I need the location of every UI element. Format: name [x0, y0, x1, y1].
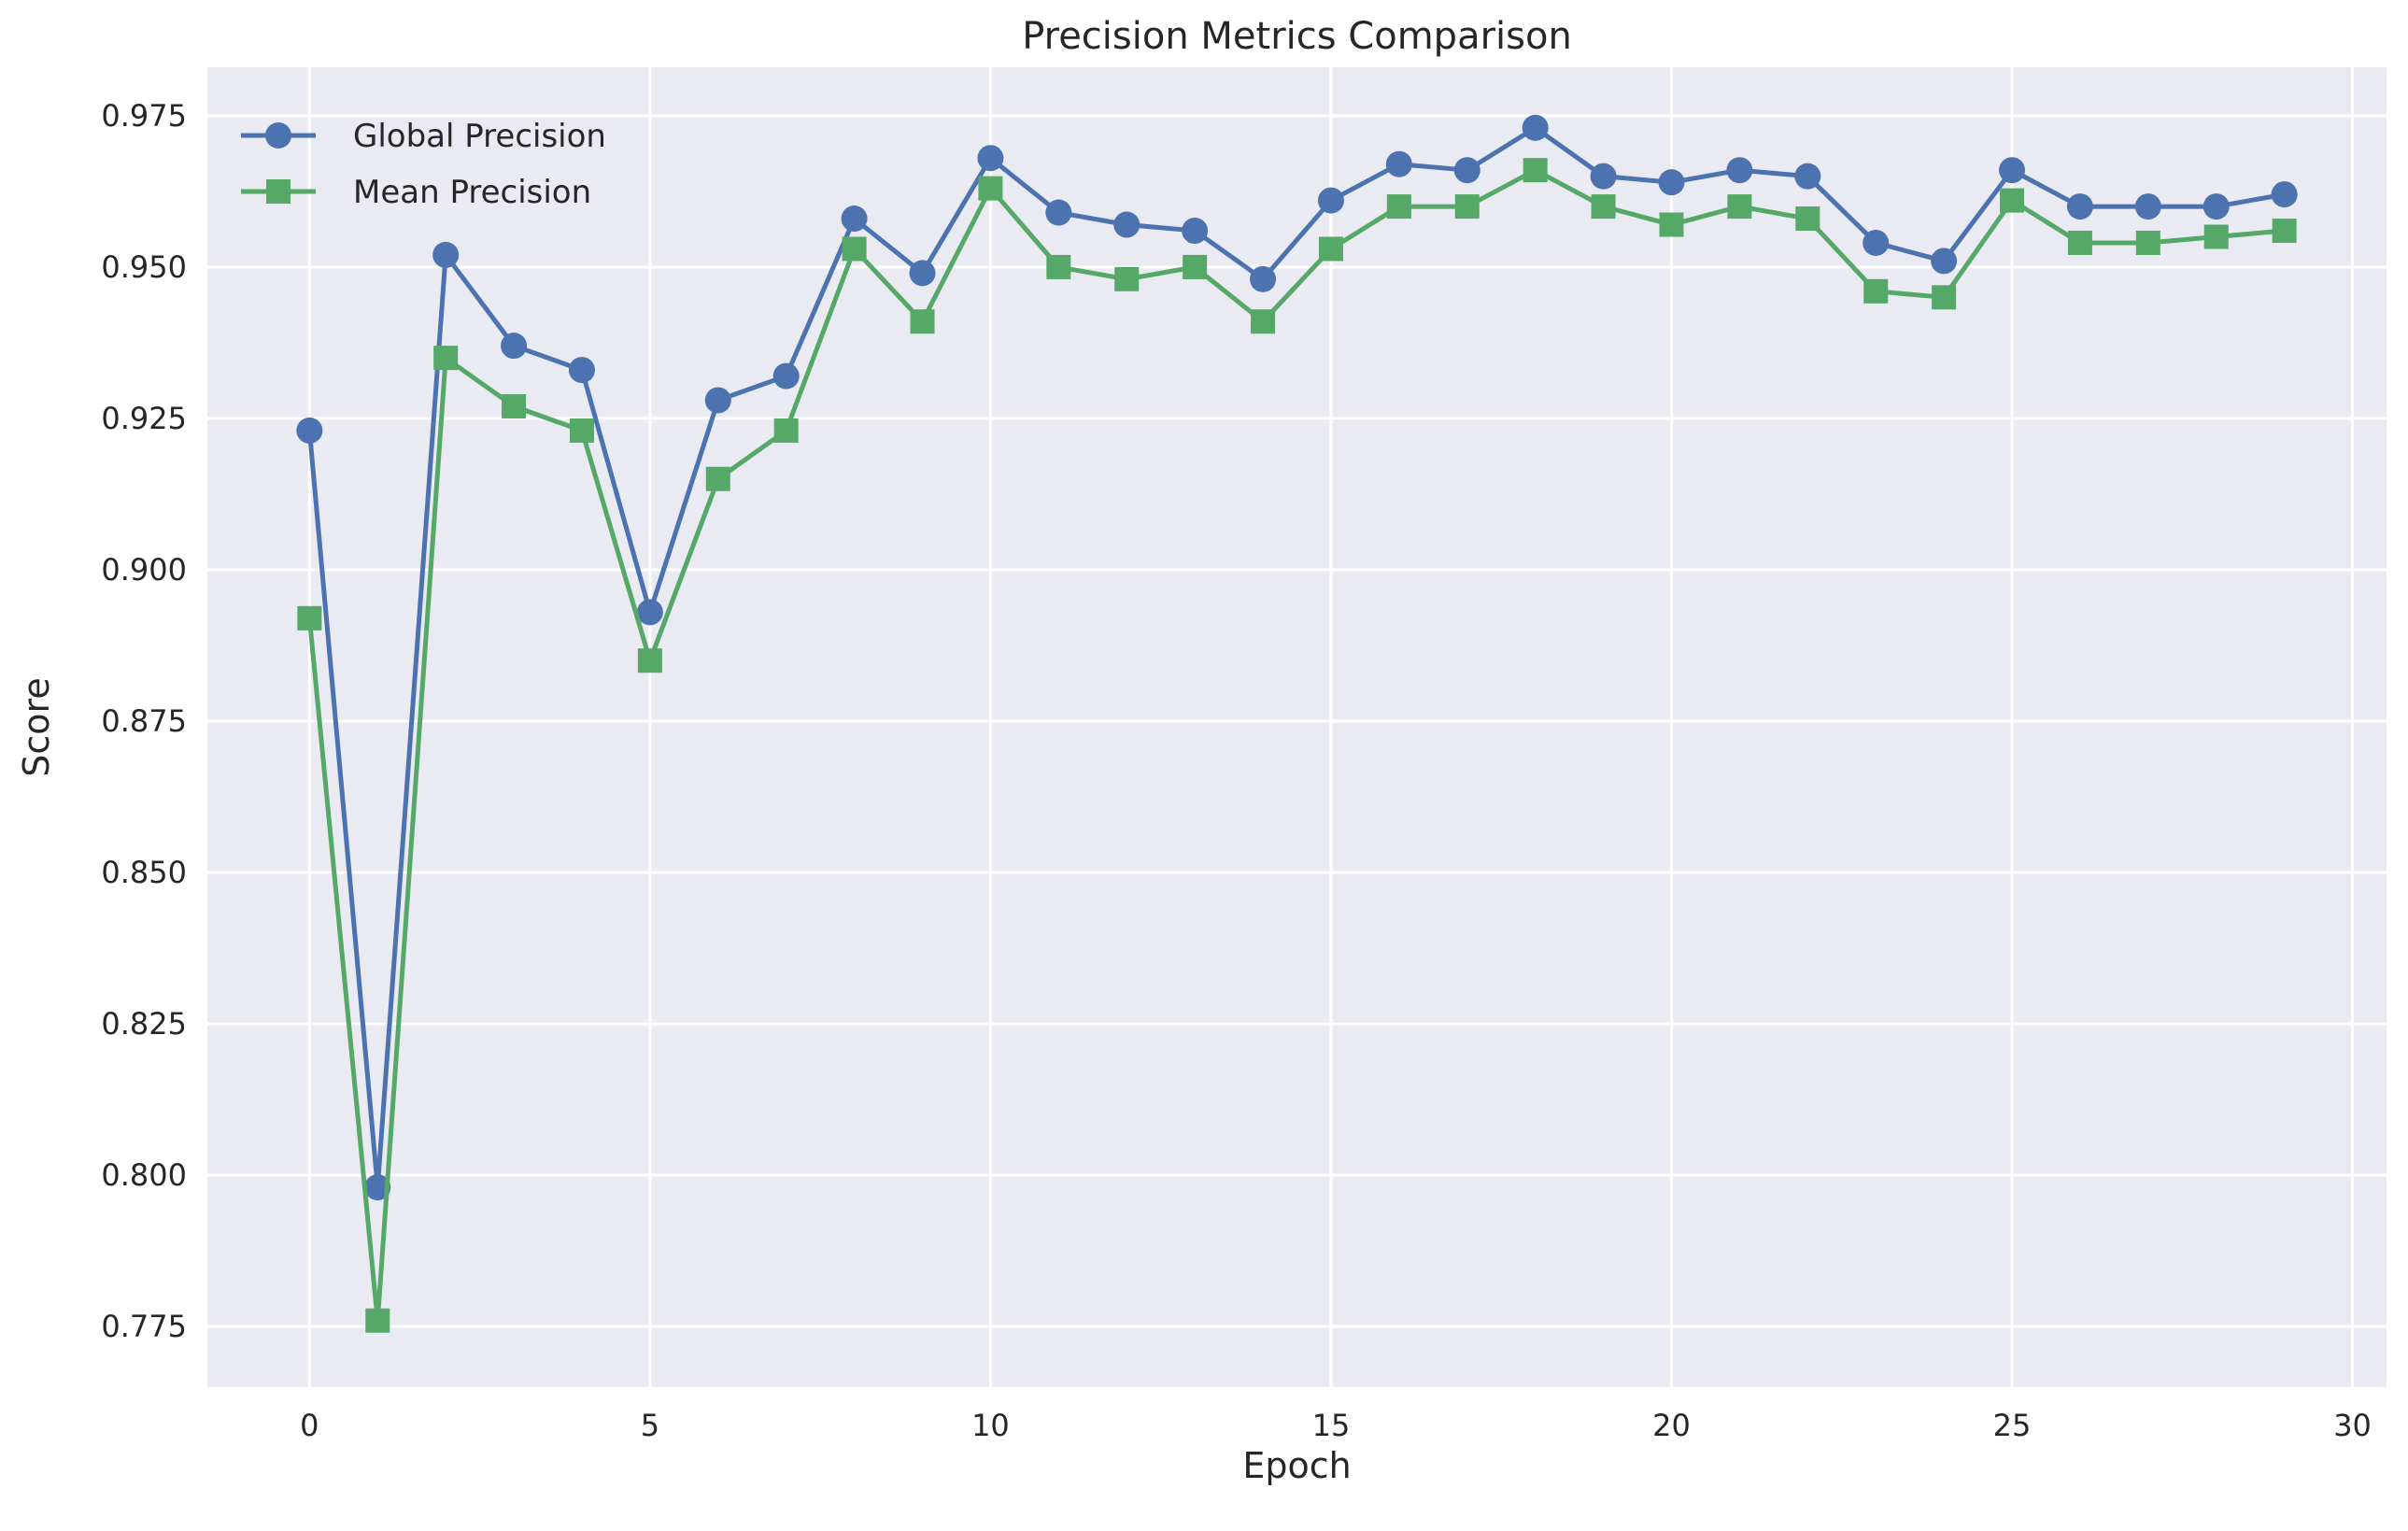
data-point [1794, 163, 1821, 190]
data-point [364, 1174, 391, 1201]
series-line [306, 125, 2286, 1190]
y-tick-label: 0.800 [101, 1157, 187, 1193]
data-point [1863, 229, 1890, 256]
data-point [1183, 254, 1208, 279]
data-point [1046, 254, 1071, 279]
series-mean-precision [297, 158, 2297, 1333]
data-point [1590, 163, 1617, 190]
legend-marker [266, 179, 290, 204]
legend-label: Global Precision [353, 118, 606, 155]
grid-lines [207, 67, 2387, 1387]
x-tick-label: 10 [971, 1408, 1010, 1443]
data-point [704, 387, 731, 414]
data-point [772, 362, 800, 390]
tick-labels: 0 5 10 15 20 25 30 0.775 0.800 0.825 0.850 0.875 0.9… [101, 98, 2372, 1443]
x-axis-label: Epoch [1242, 1445, 1351, 1486]
legend-item: Global Precision [241, 118, 606, 155]
data-point [1113, 211, 1140, 238]
data-point [1318, 236, 1343, 262]
series-line [306, 167, 2285, 1324]
x-tick-label: 20 [1652, 1408, 1691, 1443]
data-point [1453, 157, 1480, 184]
y-tick-label: 0.775 [101, 1309, 187, 1344]
data-point [2272, 219, 2297, 244]
y-axis-label: Score [16, 677, 57, 776]
data-point [2135, 230, 2160, 255]
data-point [910, 309, 935, 334]
data-point [433, 346, 459, 371]
data-point [705, 466, 730, 491]
data-point [1251, 309, 1276, 334]
data-point [1658, 169, 1685, 196]
data-point [1045, 199, 1072, 226]
data-point [1317, 187, 1344, 214]
data-point [636, 599, 663, 626]
data-point [977, 145, 1004, 172]
data-point [2203, 193, 2230, 220]
data-point [1727, 194, 1752, 220]
data-point [1454, 194, 1480, 220]
data-point [365, 1308, 390, 1333]
data-point [1863, 278, 1889, 304]
data-point [1523, 158, 1548, 183]
series-global-precision [296, 114, 2298, 1201]
data-point [1250, 265, 1277, 292]
data-point [1932, 285, 1957, 310]
data-point [909, 260, 936, 287]
data-point [1999, 157, 2026, 184]
data-point [842, 236, 867, 262]
chart-title: Precision Metrics Comparison [1022, 15, 1572, 58]
data-point [569, 418, 594, 443]
data-point [1522, 114, 1549, 141]
data-point [297, 605, 322, 631]
y-tick-label: 0.850 [101, 855, 187, 890]
data-point [501, 333, 528, 360]
data-point [296, 417, 323, 444]
data-point [2271, 181, 2298, 208]
legend-item: Mean Precision [241, 174, 591, 211]
x-tick-label: 5 [641, 1408, 659, 1443]
x-tick-label: 25 [1993, 1408, 2032, 1443]
data-point [2066, 193, 2093, 220]
data-point [1386, 194, 1411, 220]
data-point [2000, 188, 2025, 213]
data-point [1931, 248, 1958, 275]
y-tick-label: 0.950 [101, 249, 187, 285]
legend: Global Precision Mean Precision [241, 118, 606, 211]
data-point [637, 648, 662, 673]
data-point [2203, 224, 2229, 249]
y-tick-label: 0.975 [101, 98, 187, 134]
y-tick-label: 0.900 [101, 552, 187, 588]
series-layer [296, 114, 2298, 1333]
data-point [502, 393, 527, 418]
data-point [1182, 218, 1209, 245]
data-point [1795, 206, 1820, 232]
data-point [1385, 150, 1412, 177]
legend-label: Mean Precision [353, 174, 591, 211]
data-point [841, 206, 868, 233]
data-point [568, 357, 595, 384]
y-tick-label: 0.825 [101, 1006, 187, 1042]
legend-marker [265, 122, 291, 149]
data-point [2134, 193, 2161, 220]
x-tick-label: 30 [2333, 1408, 2372, 1443]
data-point [1726, 157, 1753, 184]
x-tick-label: 0 [300, 1408, 319, 1443]
data-point [1591, 194, 1616, 220]
data-point [773, 418, 799, 443]
data-point [978, 176, 1003, 201]
y-tick-label: 0.875 [101, 703, 187, 739]
plot-area [207, 67, 2387, 1387]
x-tick-label: 15 [1312, 1408, 1351, 1443]
data-point [2067, 230, 2092, 255]
data-point [432, 241, 460, 268]
y-tick-label: 0.925 [101, 401, 187, 436]
data-point [1114, 266, 1140, 291]
data-point [1659, 212, 1684, 237]
